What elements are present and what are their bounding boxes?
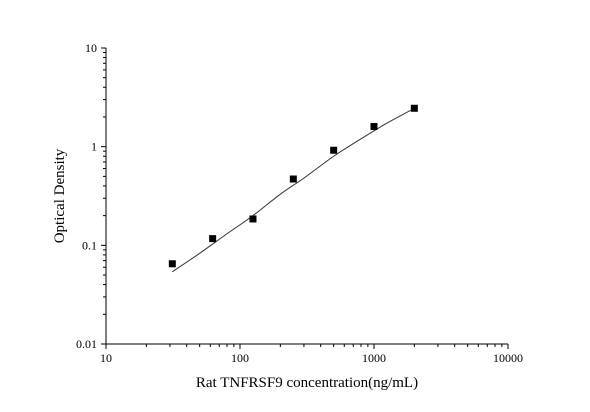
- data-point: [289, 175, 297, 183]
- x-ticks: 10 100 1000 10000: [100, 344, 523, 365]
- x-tick-label: 10000: [493, 351, 523, 365]
- data-point: [168, 260, 176, 268]
- y-tick-label: 0.1: [82, 238, 97, 252]
- data-point: [370, 123, 378, 131]
- y-tick-label: 1: [91, 140, 97, 154]
- x-tick-label: 10: [100, 351, 112, 365]
- x-axis-title: Rat TNFRSF9 concentration(ng/mL): [196, 375, 418, 391]
- fit-curve-layer: [172, 107, 415, 273]
- data-point: [330, 146, 338, 154]
- y-axis-title: Optical Density: [52, 148, 68, 243]
- y-ticks: 0.01 0.1 1 10: [76, 41, 106, 351]
- x-tick-label: 100: [231, 351, 249, 365]
- data-point: [410, 104, 418, 112]
- axes: [105, 48, 508, 345]
- y-tick-label: 10: [85, 41, 97, 55]
- data-point: [249, 215, 257, 223]
- x-tick-label: 1000: [362, 351, 386, 365]
- data-point: [209, 235, 217, 243]
- fit-curve: [172, 107, 415, 273]
- y-tick-label: 0.01: [76, 337, 97, 351]
- data-points-layer: [168, 104, 418, 268]
